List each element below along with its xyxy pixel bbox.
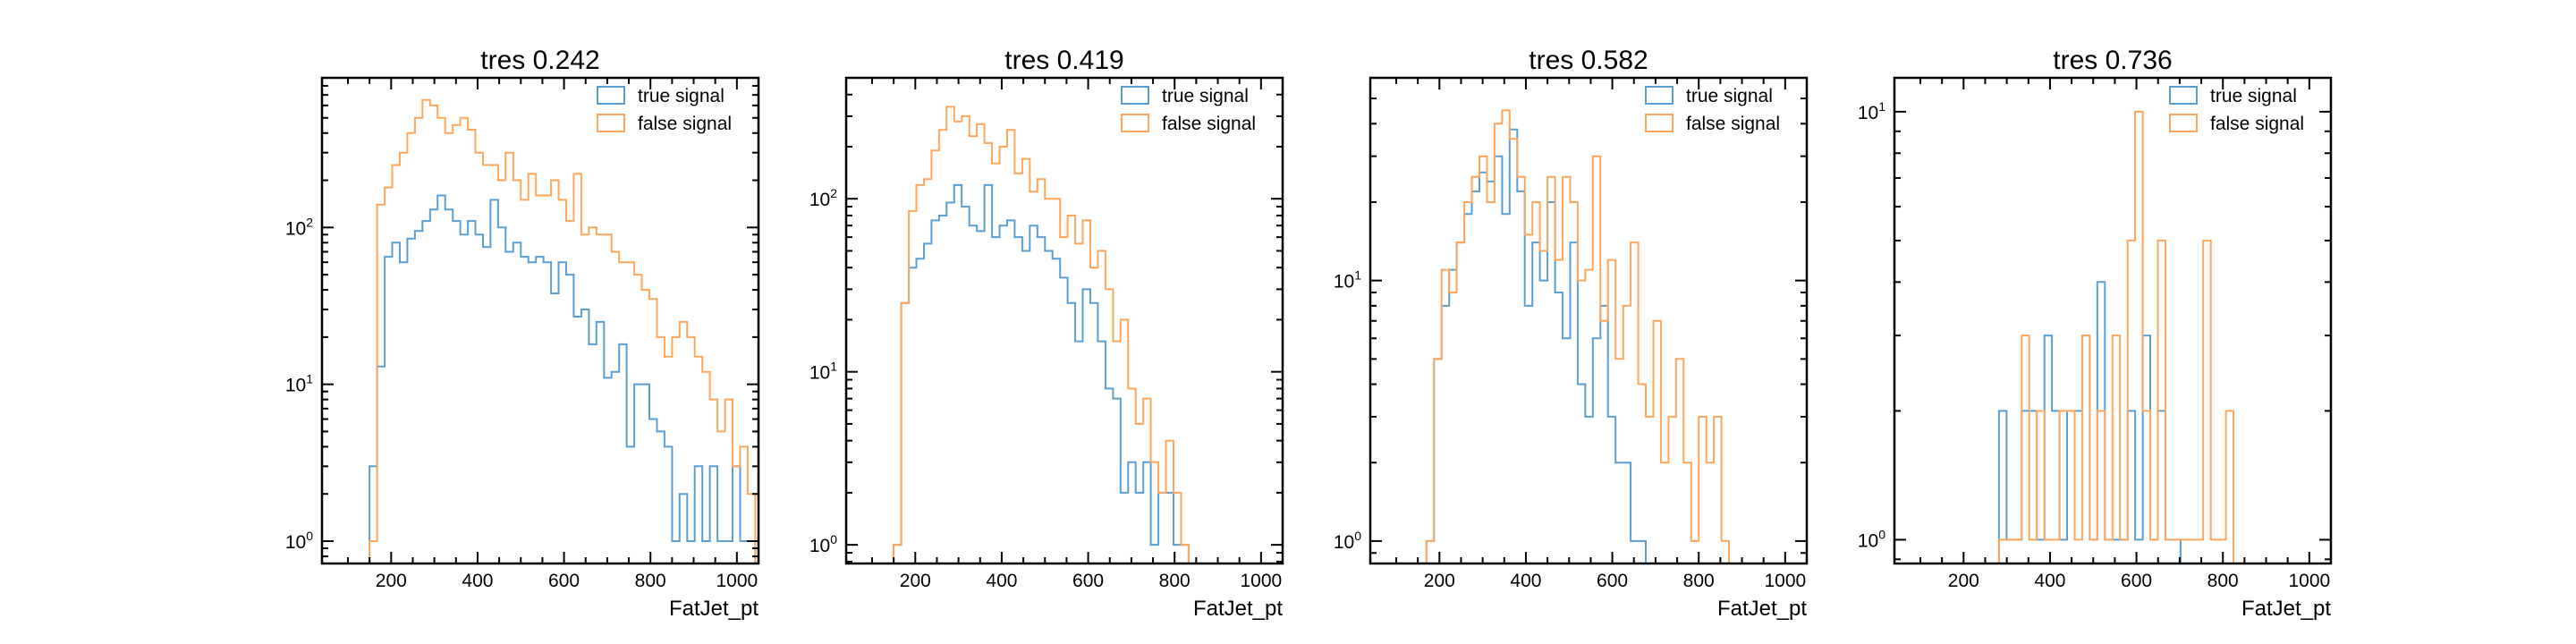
x-tick-label: 400 (986, 571, 1017, 591)
panel-title: tres 0.419 (1004, 46, 1123, 75)
legend-swatch (1645, 114, 1674, 132)
legend-swatch (1645, 86, 1674, 105)
y-tick-label: 101 (1334, 268, 1361, 292)
series-true-signal-line (893, 183, 1190, 564)
x-tick-label: 400 (2034, 571, 2065, 591)
x-axis-label: FatJet_pt (1717, 597, 1807, 621)
x-tick-label: 1000 (1240, 571, 1282, 591)
x-tick-label: 1000 (716, 571, 758, 591)
legend-swatch (597, 114, 625, 132)
x-tick-label: 200 (1948, 571, 1979, 591)
chart-panel-1: tres 0.242 200 400 600 800 1000 100 101 102 FatJe… (285, 46, 760, 621)
y-tick-label: 102 (809, 186, 837, 210)
chart-panel-4: tres 0.736 200 400 600 800 1000 100 101 FatJet_p… (1858, 46, 2333, 621)
y-tick-label: 101 (809, 360, 837, 384)
legend-swatch (1121, 114, 1149, 132)
x-tick-label: 800 (635, 571, 666, 591)
legend: true signal false signal (2169, 86, 2304, 134)
series-false-signal-line (893, 106, 1190, 564)
y-tick-label: 100 (1334, 529, 1361, 553)
y-tick-label: 101 (1858, 99, 1885, 123)
legend-label: false signal (1686, 114, 1780, 134)
x-tick-label: 600 (2121, 571, 2152, 591)
y-tick-label: 100 (809, 532, 837, 556)
series-false-signal-line (369, 98, 757, 564)
legend-swatch (2169, 86, 2198, 105)
x-axis-label: FatJet_pt (2241, 597, 2331, 621)
chart-panel-3: tres 0.582 200 400 600 800 1000 100 101 FatJet_p… (1334, 46, 1809, 621)
legend-label: false signal (2210, 114, 2304, 134)
x-tick-label: 200 (900, 571, 931, 591)
y-tick-label: 101 (285, 372, 313, 396)
legend-label: false signal (638, 114, 732, 134)
legend-label: true signal (638, 86, 724, 106)
x-tick-label: 600 (1072, 571, 1104, 591)
x-tick-label: 800 (1159, 571, 1191, 591)
x-tick-label: 1000 (1764, 571, 1806, 591)
x-tick-label: 800 (1683, 571, 1715, 591)
x-tick-label: 200 (376, 571, 407, 591)
series-true-signal-line (369, 194, 757, 564)
legend-label: false signal (1162, 114, 1256, 134)
series-true-signal-line (1425, 128, 1647, 564)
legend: true signal false signal (1645, 86, 1780, 134)
series-false-signal-line (1997, 110, 2234, 564)
plot-frame (1893, 76, 2333, 565)
y-tick-label: 100 (285, 529, 313, 553)
plot-frame (1368, 76, 1809, 565)
legend: true signal false signal (1121, 86, 1256, 134)
plot-frame (320, 76, 760, 565)
x-tick-label: 800 (2207, 571, 2239, 591)
legend-swatch (2169, 114, 2198, 132)
panel-title: tres 0.736 (2053, 46, 2172, 75)
x-axis-label: FatJet_pt (1193, 597, 1283, 621)
x-tick-label: 600 (548, 571, 580, 591)
x-tick-label: 200 (1424, 571, 1455, 591)
panel-title: tres 0.242 (480, 46, 599, 75)
legend: true signal false signal (597, 86, 732, 134)
legend-label: true signal (1162, 86, 1249, 106)
plot-frame (844, 76, 1284, 565)
x-tick-label: 600 (1597, 571, 1628, 591)
panel-title: tres 0.582 (1529, 46, 1648, 75)
legend-swatch (1121, 86, 1149, 105)
x-tick-label: 400 (1510, 571, 1541, 591)
x-axis-label: FatJet_pt (669, 597, 758, 621)
y-tick-label: 102 (285, 215, 313, 239)
legend-label: true signal (1686, 86, 1773, 106)
y-tick-label: 100 (1858, 527, 1885, 551)
x-tick-label: 1000 (2288, 571, 2330, 591)
legend-label: true signal (2210, 86, 2297, 106)
legend-swatch (597, 86, 625, 105)
series-false-signal-line (1425, 109, 1730, 564)
x-tick-label: 400 (462, 571, 493, 591)
chart-panel-2: tres 0.419 200 400 600 800 1000 100 101 102 FatJe… (809, 46, 1284, 621)
